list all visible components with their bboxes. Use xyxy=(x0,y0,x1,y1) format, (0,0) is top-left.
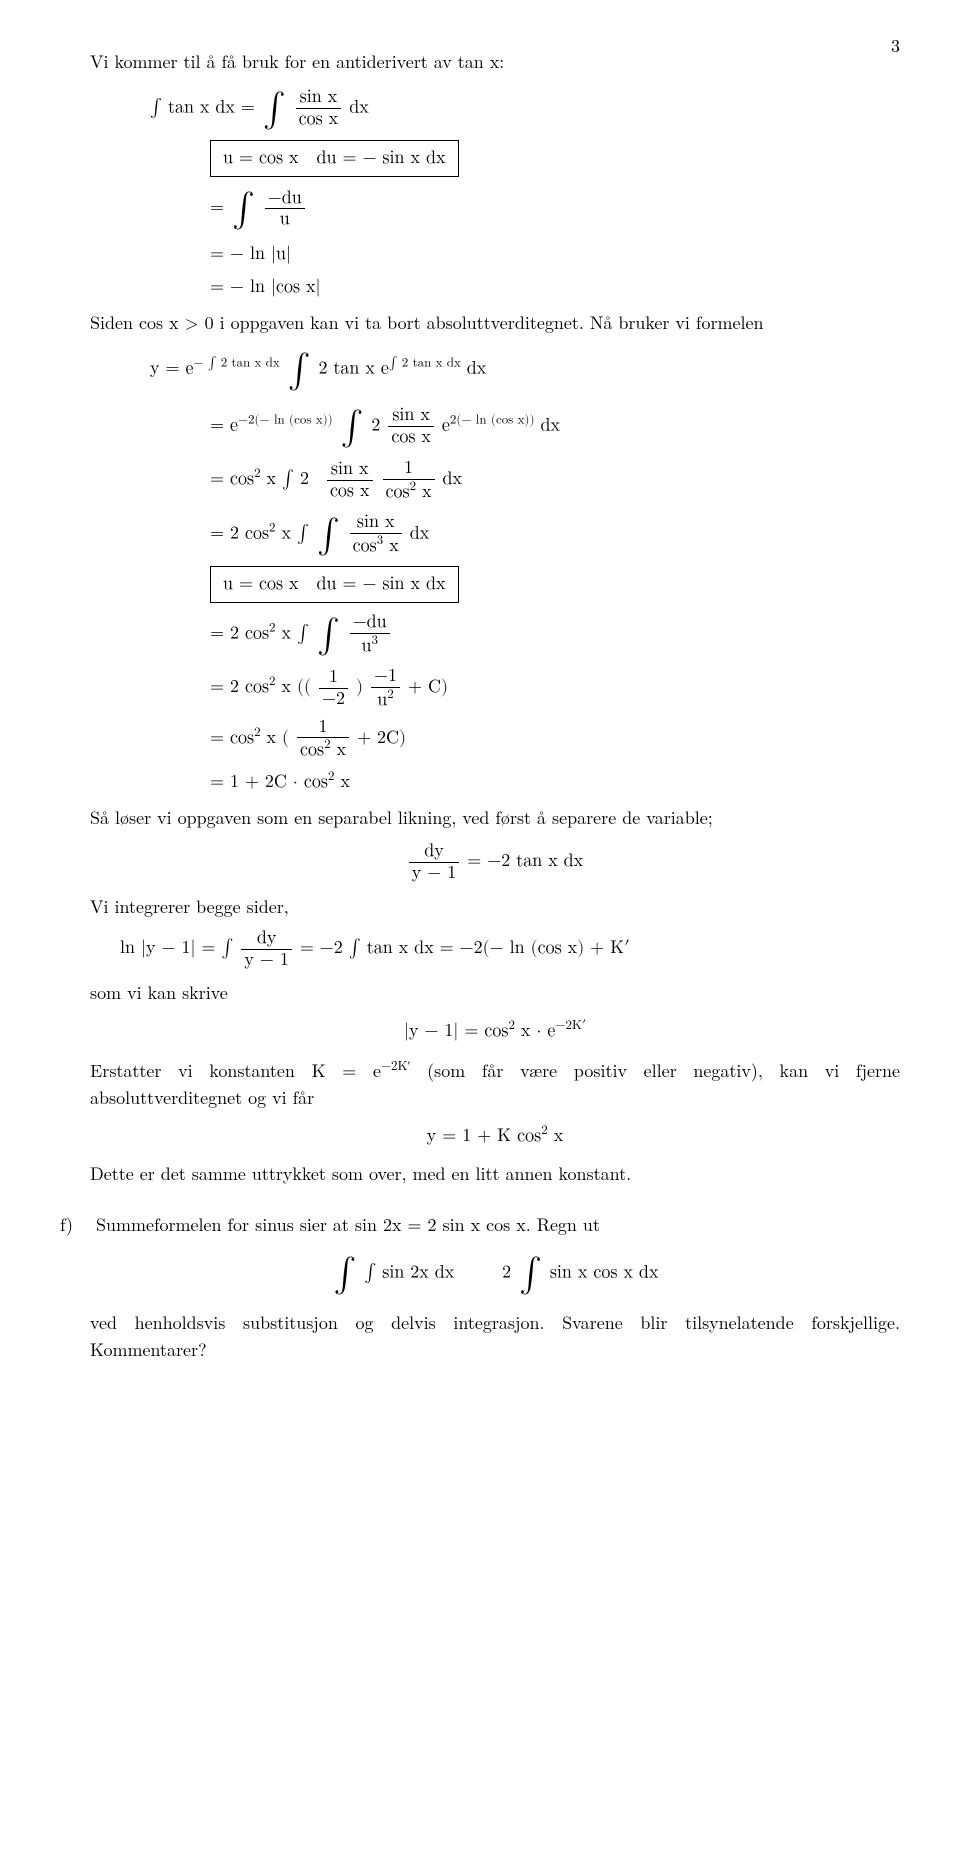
eq-1b: = ∫ −duu xyxy=(210,183,900,234)
eq-2b: = e−2(− ln (cos x)) ∫ 2 sin xcos x e2(− … xyxy=(210,401,900,452)
eq-sub-box-1: u = cos x du = − sin x dx xyxy=(210,140,900,177)
eq-1c: = − ln |u| xyxy=(210,241,900,268)
para-1: Vi kommer til å få bruk for en antideriv… xyxy=(90,48,900,75)
item-f-label: f) xyxy=(60,1211,90,1238)
eq-1d: = − ln |cos x| xyxy=(210,274,900,301)
eq-7: ∫ ∫ sin 2x dx 2 ∫ sin x cos x dx xyxy=(90,1248,900,1299)
page-number: 3 xyxy=(891,32,900,59)
eq-tan-integral: ∫ tan x dx = ∫ sin xcos x dx xyxy=(150,83,900,134)
eq-2h: = 1 + 2C · cos2 x xyxy=(210,767,900,796)
eq-5: |y − 1| = cos2 x · e−2K′ xyxy=(90,1016,900,1045)
eq-2a: y = e− ∫ 2 tan x dx ∫ 2 tan x e∫ 2 tan x… xyxy=(150,344,900,395)
eq-4: ln |y − 1| = ∫ dyy − 1 = −2 ∫ tan x dx =… xyxy=(120,928,900,970)
eq-2f: = 2 cos2 x (( 1−2 ) −1u2 + C) xyxy=(210,666,900,710)
para-9: ved henholdsvis substitusjon og delvis i… xyxy=(90,1309,900,1363)
eq-2c: = cos2 x ∫ 2 sin xcos x 1cos2 x dx xyxy=(210,458,900,502)
item-f: f) Summeformelen for sinus sier at sin 2… xyxy=(90,1211,900,1238)
eq-3: dyy − 1 = −2 tan x dx xyxy=(90,841,900,883)
eq-2d: = 2 cos2 x ∫ ∫ sin xcos3 x dx xyxy=(210,509,900,560)
eq-2g: = cos2 x ( 1cos2 x + 2C) xyxy=(210,717,900,761)
eq-sub-box-2: u = cos x du = − sin x dx xyxy=(210,566,900,603)
para-6: Erstatter vi konstanten K = e−2K′ (som f… xyxy=(90,1055,900,1111)
eq-6: y = 1 + K cos2 x xyxy=(90,1121,900,1150)
eq-2e: = 2 cos2 x ∫ ∫ −duu3 xyxy=(210,609,900,660)
para-5: som vi kan skrive xyxy=(90,979,900,1006)
para-7: Dette er det samme uttrykket som over, m… xyxy=(90,1160,900,1187)
para-4: Vi integrerer begge sider, xyxy=(90,893,900,920)
para-2: Siden cos x > 0 i oppgaven kan vi ta bor… xyxy=(90,309,900,336)
para-3: Så løser vi oppgaven som en separabel li… xyxy=(90,804,900,831)
